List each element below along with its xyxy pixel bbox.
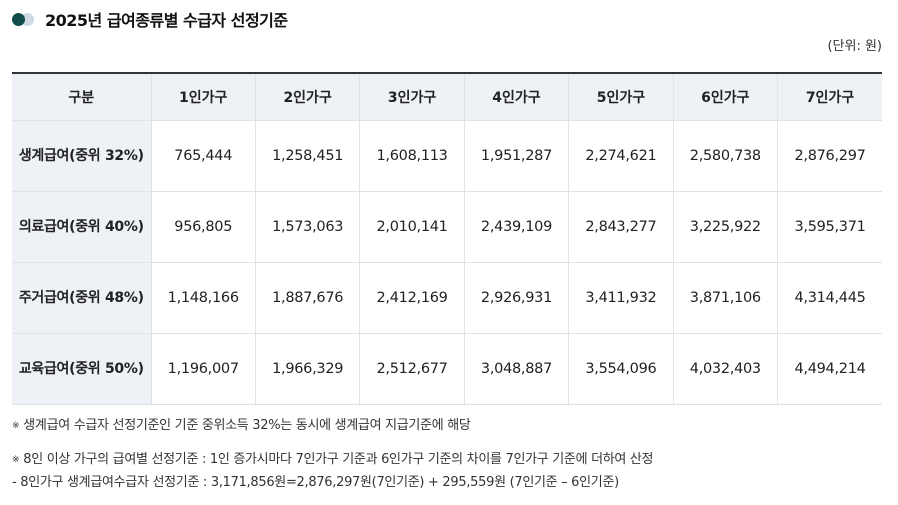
table-cell: 1,573,063 [255,191,361,263]
table-row: 생계급여(중위 32%) 765,444 1,258,451 1,608,113… [12,120,882,192]
table-row: 교육급여(중위 50%) 1,196,007 1,966,329 2,512,6… [12,333,882,405]
table-cell: 3,225,922 [673,191,779,263]
column-header: 1인가구 [151,73,256,121]
table-header-row: 구분 1인가구 2인가구 3인가구 4인가구 5인가구 6인가구 7인가구 [12,73,882,121]
table-cell: 3,048,887 [464,333,570,405]
footnote: - 8인가구 생계급여수급자 선정기준 : 3,171,856원=2,876,2… [12,474,882,492]
reference-mark-icon: ※ [12,421,20,431]
row-label: 생계급여(중위 32%) [12,120,152,192]
table-cell: 1,951,287 [464,120,570,192]
table-row: 주거급여(중위 48%) 1,148,166 1,887,676 2,412,1… [12,262,882,334]
table-cell: 1,966,329 [255,333,361,405]
table-cell: 1,887,676 [255,262,361,334]
title-row: 2025년 급여종류별 수급자 선정기준 [12,7,288,31]
table-cell: 3,411,932 [568,262,674,334]
footnote: ※ 생계급여 수급자 선정기준인 기준 중위소득 32%는 동시에 생계급여 지급… [12,417,882,435]
table-cell: 956,805 [151,191,256,263]
column-header: 2인가구 [255,73,361,121]
footnotes: ※ 생계급여 수급자 선정기준인 기준 중위소득 32%는 동시에 생계급여 지급… [12,417,882,492]
table-cell: 2,876,297 [777,120,882,192]
table-cell: 2,412,169 [359,262,465,334]
table-cell: 2,439,109 [464,191,570,263]
table-cell: 3,871,106 [673,262,779,334]
row-label: 교육급여(중위 50%) [12,333,152,405]
page-title: 2025년 급여종류별 수급자 선정기준 [45,11,288,30]
table-cell: 2,512,677 [359,333,465,405]
column-header: 구분 [12,73,152,121]
table-cell: 4,314,445 [777,262,882,334]
title-bullet-icon [12,12,38,26]
row-label: 주거급여(중위 48%) [12,262,152,334]
footnote: ※ 8인 이상 가구의 급여별 선정기준 : 1인 증가시마다 7인가구 기준과 … [12,451,882,469]
table-cell: 4,494,214 [777,333,882,405]
table-cell: 3,554,096 [568,333,674,405]
table-cell: 3,595,371 [777,191,882,263]
table-cell: 4,032,403 [673,333,779,405]
row-label: 의료급여(중위 40%) [12,191,152,263]
table-cell: 2,843,277 [568,191,674,263]
column-header: 3인가구 [359,73,465,121]
column-header: 4인가구 [464,73,570,121]
column-header: 5인가구 [568,73,674,121]
table-cell: 1,258,451 [255,120,361,192]
table-cell: 2,010,141 [359,191,465,263]
table-cell: 2,580,738 [673,120,779,192]
table-row: 의료급여(중위 40%) 956,805 1,573,063 2,010,141… [12,191,882,263]
column-header: 6인가구 [673,73,779,121]
unit-label: (단위: 원) [827,39,882,54]
table-cell: 765,444 [151,120,256,192]
table-cell: 2,274,621 [568,120,674,192]
criteria-table: 구분 1인가구 2인가구 3인가구 4인가구 5인가구 6인가구 7인가구 생계… [12,72,882,405]
table-cell: 2,926,931 [464,262,570,334]
column-header: 7인가구 [777,73,882,121]
table-cell: 1,148,166 [151,262,256,334]
table-cell: 1,196,007 [151,333,256,405]
reference-mark-icon: ※ [12,455,20,465]
footnote-text: - 8인가구 생계급여수급자 선정기준 : 3,171,856원=2,876,2… [12,475,619,490]
footnote-text: 생계급여 수급자 선정기준인 기준 중위소득 32%는 동시에 생계급여 지급기… [23,418,471,433]
footnote-text: 8인 이상 가구의 급여별 선정기준 : 1인 증가시마다 7인가구 기준과 6… [23,452,654,467]
table-cell: 1,608,113 [359,120,465,192]
